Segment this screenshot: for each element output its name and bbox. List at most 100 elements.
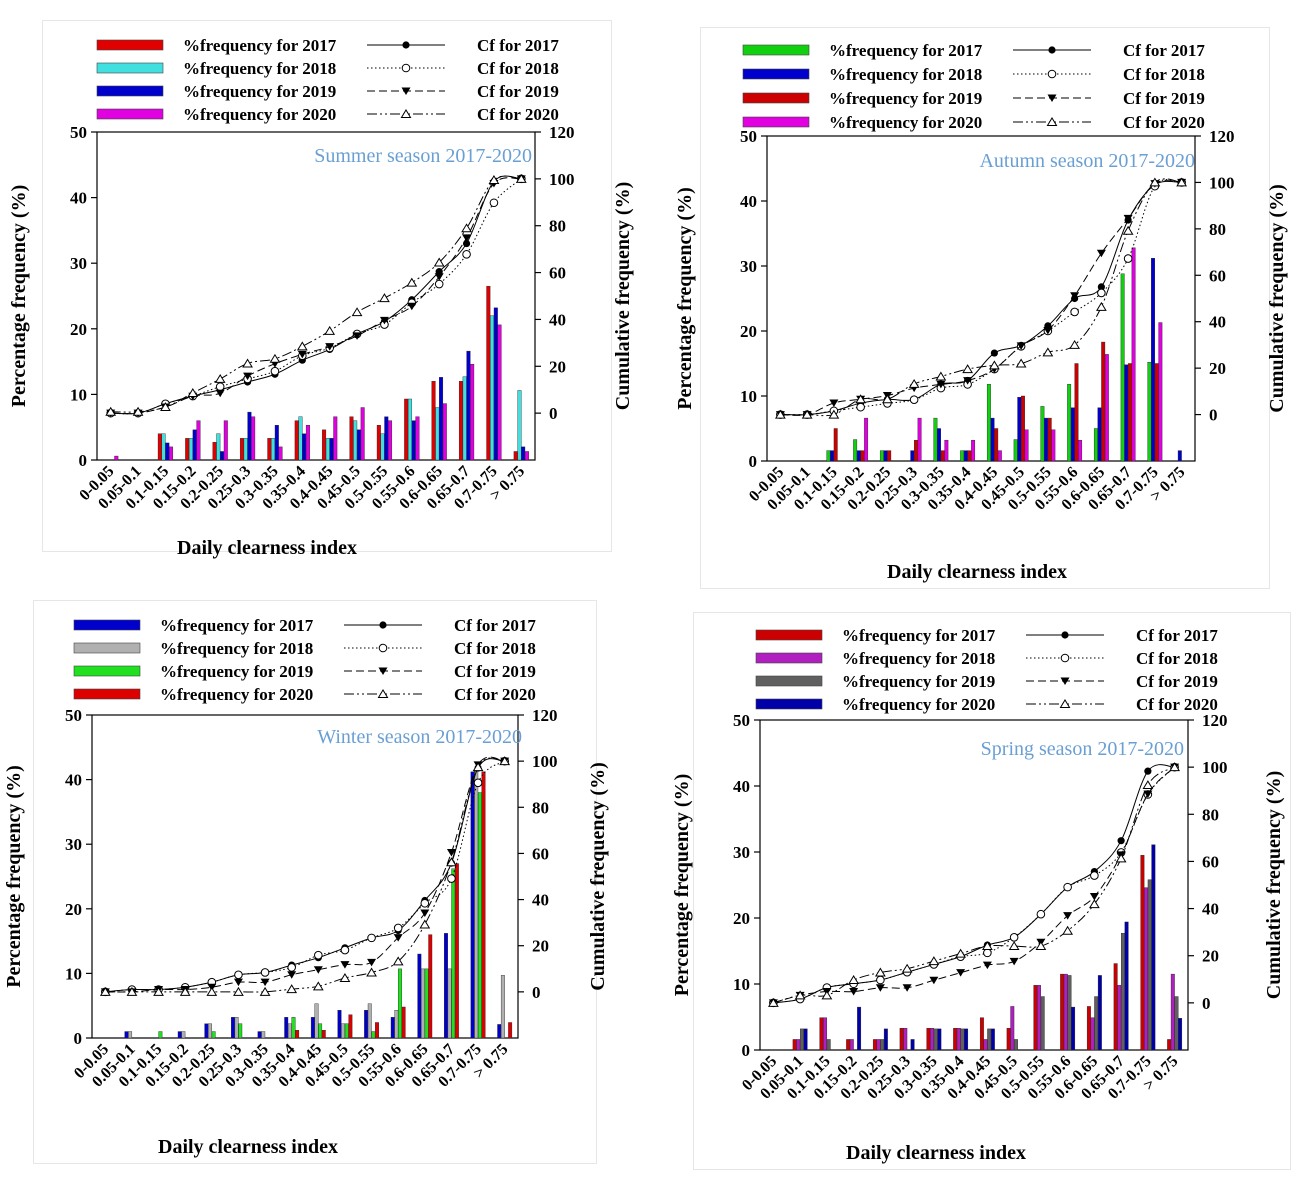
legend-label: %frequency for 2017 bbox=[829, 41, 983, 60]
bar bbox=[1017, 397, 1022, 462]
bar bbox=[497, 324, 502, 461]
bar bbox=[1006, 1028, 1011, 1051]
cumulative-point bbox=[1009, 957, 1019, 966]
bar bbox=[1124, 921, 1129, 1051]
bar bbox=[963, 450, 968, 462]
cumulative-point bbox=[351, 307, 363, 317]
cumulative-point bbox=[206, 986, 218, 996]
y-tick-label: 20 bbox=[70, 320, 87, 339]
bar bbox=[849, 1039, 854, 1051]
cumulative-point bbox=[1069, 339, 1081, 349]
bar bbox=[490, 315, 495, 461]
cumulative-point bbox=[243, 372, 253, 381]
cumulative-point bbox=[1016, 342, 1026, 350]
cumulative-point bbox=[928, 956, 940, 966]
bar bbox=[1037, 985, 1041, 1051]
y2-tick-label: 20 bbox=[1209, 359, 1226, 378]
cumulative-point bbox=[1176, 177, 1188, 187]
bar bbox=[1131, 247, 1136, 462]
cumulative-point bbox=[990, 349, 998, 357]
y-tick-label: 10 bbox=[740, 387, 757, 406]
winter-chart: %frequency for 2017 Cf for 2017 %frequency… bbox=[3, 616, 609, 1158]
cumulative-point bbox=[105, 406, 117, 416]
legend-label: %frequency for 2019 bbox=[829, 89, 982, 108]
legend-swatch bbox=[96, 62, 164, 74]
bar bbox=[404, 398, 409, 461]
cumulative-line bbox=[773, 766, 1175, 1004]
bar bbox=[917, 417, 922, 462]
bar bbox=[986, 384, 991, 462]
bar bbox=[1120, 273, 1125, 462]
cumulative-point bbox=[313, 966, 323, 974]
cumulative-point bbox=[339, 973, 351, 983]
bar bbox=[128, 1031, 133, 1039]
spring-chart: %frequency for 2017 Cf for 2017 %frequency… bbox=[671, 626, 1285, 1164]
bar bbox=[1040, 996, 1045, 1051]
y-tick-label: 40 bbox=[65, 771, 82, 790]
cumulative-point bbox=[1062, 925, 1074, 935]
bar bbox=[1093, 428, 1098, 462]
cumulative-point bbox=[472, 762, 484, 772]
cumulative-point bbox=[801, 409, 813, 419]
bar bbox=[826, 450, 831, 462]
bar bbox=[1177, 450, 1182, 462]
legend-label: Cf for 2020 bbox=[454, 685, 536, 704]
legend-label: Cf for 2019 bbox=[477, 82, 559, 101]
y-tick-label: 50 bbox=[740, 127, 757, 146]
legend-label: Cf for 2019 bbox=[1123, 89, 1205, 108]
cumulative-point bbox=[767, 997, 779, 1007]
cumulative-line bbox=[110, 178, 522, 415]
bar bbox=[521, 446, 526, 461]
cumulative-point bbox=[419, 919, 431, 929]
bar bbox=[1067, 975, 1072, 1051]
cumulative-point bbox=[929, 976, 939, 985]
bar bbox=[481, 771, 486, 1039]
cumulative-point bbox=[1070, 292, 1080, 300]
cumulative-point bbox=[963, 377, 973, 385]
cumulative-point bbox=[956, 969, 966, 977]
bar bbox=[192, 429, 197, 461]
legend-swatch bbox=[755, 629, 823, 641]
cumulative-point bbox=[446, 857, 457, 867]
legend-marker bbox=[1046, 117, 1058, 126]
bar-group bbox=[114, 285, 529, 461]
bar bbox=[321, 1030, 326, 1039]
legend-label: Cf for 2019 bbox=[1136, 672, 1218, 691]
bar bbox=[967, 450, 972, 462]
legend-label: %frequency for 2020 bbox=[183, 105, 336, 124]
bar bbox=[431, 381, 436, 461]
cumulative-point bbox=[955, 948, 967, 958]
x-axis-title: Daily clearness index bbox=[158, 1136, 338, 1158]
y2-tick-label: 20 bbox=[1202, 947, 1219, 966]
legend-marker bbox=[379, 621, 387, 629]
y2-tick-label: 100 bbox=[1209, 173, 1235, 192]
bar bbox=[407, 398, 412, 461]
chart-legend: %frequency for 2017 Cf for 2017 %frequency… bbox=[755, 626, 1218, 714]
cumulative-line bbox=[773, 766, 1175, 1004]
legend-label: %frequency for 2019 bbox=[183, 82, 336, 101]
y2-tick-label: 40 bbox=[1209, 313, 1226, 332]
bar bbox=[1067, 384, 1072, 462]
bar bbox=[1097, 407, 1102, 462]
bar bbox=[1051, 429, 1056, 462]
y2-tick-label: 120 bbox=[1209, 127, 1235, 146]
bar bbox=[486, 285, 491, 461]
cumulative-point bbox=[1143, 790, 1153, 799]
legend-label: Cf for 2019 bbox=[454, 662, 536, 681]
cumulative-point bbox=[99, 986, 111, 996]
bar bbox=[1044, 417, 1048, 462]
bar bbox=[1151, 257, 1155, 462]
plot-frame bbox=[91, 714, 519, 1039]
bar bbox=[329, 438, 334, 461]
bar bbox=[990, 1028, 995, 1051]
legend-label: Cf for 2018 bbox=[1123, 65, 1205, 84]
legend-swatch bbox=[96, 39, 164, 51]
bar bbox=[1151, 844, 1156, 1051]
bar bbox=[353, 420, 358, 461]
y2-tick-label: 100 bbox=[1202, 758, 1228, 777]
bar bbox=[318, 1023, 323, 1039]
y2-tick-label: 80 bbox=[549, 217, 566, 236]
bar bbox=[462, 376, 467, 461]
cumulative-point bbox=[874, 967, 886, 977]
y2-tick-label: 20 bbox=[532, 937, 549, 956]
